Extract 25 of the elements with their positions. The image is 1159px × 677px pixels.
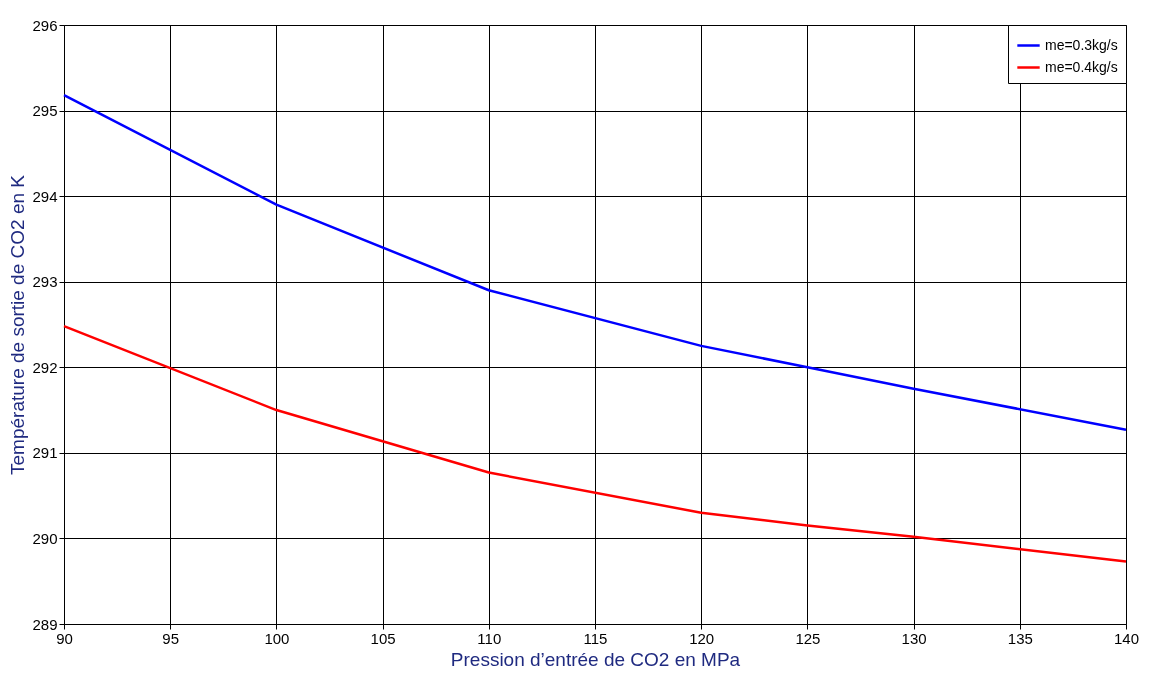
x-tick-label: 110 <box>477 629 502 647</box>
x-tick-label: 115 <box>583 629 608 647</box>
legend-label: me=0.3kg/s <box>1045 36 1118 53</box>
y-tick-label: 290 <box>32 529 58 547</box>
line-series <box>62 324 1128 563</box>
x-tick-label: 140 <box>1113 629 1140 647</box>
x-tick-label: 125 <box>795 629 821 647</box>
y-axis-title: Température de sortie de CO2 en K <box>7 174 29 475</box>
x-tick-label: 130 <box>901 629 927 647</box>
x-tick-label: 90 <box>56 629 73 647</box>
y-tick-label: 295 <box>32 102 58 120</box>
x-axis-title: Pression d’entrée de CO2 en MPa <box>450 648 741 670</box>
y-tick-label: 293 <box>32 273 58 291</box>
y-tick-label: 292 <box>32 358 58 376</box>
x-tick-label: 95 <box>162 629 180 647</box>
legend-label: me=0.4kg/s <box>1045 58 1118 75</box>
y-tick-label: 289 <box>32 615 58 633</box>
line-series <box>62 93 1128 431</box>
y-tick-label: 294 <box>32 187 58 205</box>
x-tick-label: 100 <box>264 629 290 647</box>
x-tick-label: 135 <box>1007 629 1033 647</box>
x-tick-label: 120 <box>689 629 715 647</box>
x-tick-label: 105 <box>370 629 396 647</box>
y-tick-label: 291 <box>32 444 58 462</box>
y-tick-label: 296 <box>32 16 58 34</box>
